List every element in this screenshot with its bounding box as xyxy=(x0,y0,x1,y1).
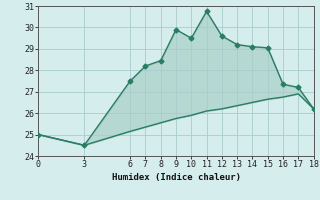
X-axis label: Humidex (Indice chaleur): Humidex (Indice chaleur) xyxy=(111,173,241,182)
